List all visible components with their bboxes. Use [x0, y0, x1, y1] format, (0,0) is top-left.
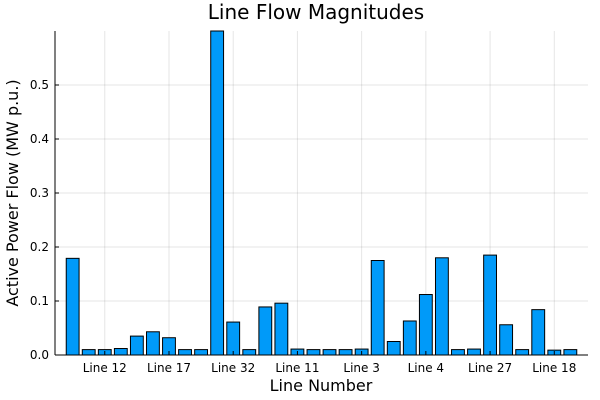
y-tick-label: 0.0: [30, 348, 49, 362]
x-tick-label: Line 12: [83, 361, 127, 375]
x-tick-label: Line 3: [343, 361, 379, 375]
x-tick-label: Line 18: [532, 361, 576, 375]
y-tick-label: 0.5: [30, 78, 49, 92]
x-tick-label: Line 4: [408, 361, 444, 375]
chart-title: Line Flow Magnitudes: [208, 0, 424, 24]
y-axis-label: Active Power Flow (MW p.u.): [3, 79, 22, 306]
grid: [55, 31, 588, 356]
bar: [226, 321, 241, 356]
bar: [194, 349, 209, 356]
x-ticks: Line 12 Line 17 Line 32 Line 11 Line 3 Line 4…: [83, 351, 576, 375]
bar: [531, 309, 546, 356]
bar: [322, 349, 337, 356]
bar: [65, 257, 80, 356]
bar: [210, 30, 225, 356]
bar: [81, 349, 96, 356]
bar: [451, 349, 465, 356]
bar: [242, 349, 257, 356]
y-tick-label: 0.1: [30, 294, 49, 308]
bar: [418, 294, 433, 356]
x-tick-label: Line 11: [275, 361, 319, 375]
bar: [178, 349, 192, 356]
y-tick-label: 0.2: [30, 240, 49, 254]
y-tick-label: 0.4: [30, 132, 49, 146]
y-ticks: 0.0 0.1 0.2 0.3 0.4 0.5: [30, 78, 59, 362]
bar: [274, 302, 289, 356]
x-tick-label: Line 27: [468, 361, 512, 375]
bar: [386, 341, 401, 356]
bar: [467, 348, 481, 356]
bar: [338, 349, 353, 356]
bar: [258, 306, 273, 356]
bar: [483, 254, 497, 356]
bar: [146, 331, 160, 356]
x-axis-label: Line Number: [270, 376, 373, 395]
bar: [434, 257, 449, 356]
bar: [563, 349, 578, 356]
x-tick-label: Line 32: [211, 361, 255, 375]
bar: [113, 348, 128, 356]
x-tick-label: Line 17: [147, 361, 191, 375]
bar: [370, 260, 385, 356]
bar: [306, 349, 321, 356]
bar: [129, 335, 144, 356]
bar: [402, 320, 417, 356]
y-tick-label: 0.3: [30, 186, 49, 200]
bar: [515, 349, 530, 356]
bar: [499, 324, 514, 356]
